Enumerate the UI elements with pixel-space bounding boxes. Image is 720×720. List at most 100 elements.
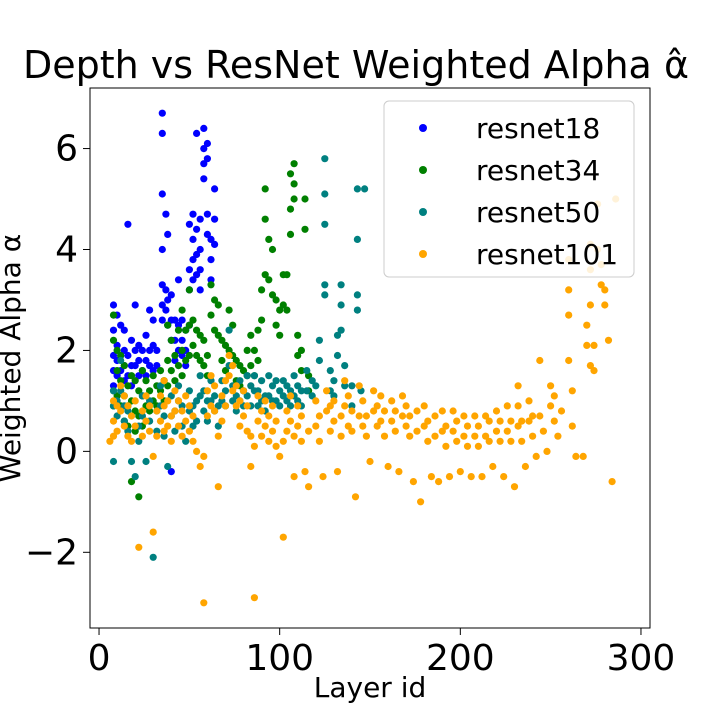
resnet34-point — [243, 346, 251, 354]
resnet101-point — [326, 402, 334, 410]
resnet101-point — [193, 447, 201, 455]
resnet101-point — [156, 417, 165, 425]
resnet34-point — [182, 356, 190, 365]
resnet34-point — [239, 367, 248, 375]
resnet101-point — [572, 452, 580, 460]
resnet101-point — [229, 387, 237, 395]
resnet18-point — [178, 351, 186, 360]
resnet18-point — [189, 210, 197, 218]
resnet34-point — [146, 387, 154, 395]
resnet18-point — [124, 351, 132, 360]
resnet34-point — [135, 493, 143, 501]
resnet101-point — [373, 402, 381, 410]
resnet50-point — [272, 397, 280, 405]
resnet101-point — [117, 382, 125, 390]
resnet50-point — [279, 377, 287, 385]
resnet18-point — [109, 301, 118, 309]
resnet101-point — [174, 397, 183, 405]
resnet101-point — [341, 377, 349, 385]
resnet50-point — [348, 402, 356, 410]
resnet34-point — [113, 392, 121, 400]
resnet101-point — [135, 543, 143, 551]
resnet34-point — [164, 356, 172, 365]
resnet34-point — [265, 276, 273, 284]
resnet101-point — [463, 442, 472, 450]
resnet50-point — [321, 220, 329, 228]
resnet50-point — [333, 331, 342, 339]
resnet101-point — [232, 382, 240, 390]
resnet18-point — [193, 250, 201, 259]
resnet101-point — [207, 372, 215, 380]
resnet101-point — [146, 427, 154, 435]
resnet18-point — [203, 155, 211, 163]
resnet18-point — [117, 321, 125, 329]
resnet50-point — [193, 397, 201, 405]
resnet101-point — [547, 402, 555, 410]
resnet101-point — [160, 377, 168, 385]
resnet101-point — [406, 432, 414, 440]
resnet101-point — [189, 437, 197, 445]
resnet34-point — [146, 407, 154, 415]
resnet34-point — [301, 225, 309, 233]
resnet101-point — [268, 427, 277, 435]
resnet18-point — [178, 316, 186, 324]
resnet18-point — [158, 190, 166, 198]
resnet34-point — [189, 341, 197, 349]
resnet50-point — [146, 397, 154, 405]
resnet50-point — [247, 382, 255, 390]
resnet101-point — [424, 417, 432, 425]
resnet101-point — [250, 442, 258, 450]
resnet101-point — [438, 407, 446, 415]
resnet101-point — [445, 473, 454, 481]
resnet101-point — [413, 407, 421, 415]
chart-title-symbol: α̂ — [664, 43, 689, 87]
resnet101-point — [565, 311, 573, 319]
resnet34-point — [113, 367, 121, 375]
resnet50-point — [321, 155, 329, 163]
legend-label-resnet101: resnet101 — [476, 238, 618, 271]
resnet50-point — [142, 457, 150, 466]
resnet18-point — [158, 129, 166, 137]
resnet34-point — [120, 362, 128, 370]
resnet18-point — [131, 301, 139, 309]
resnet101-point — [236, 397, 244, 405]
resnet50-point — [290, 372, 298, 380]
resnet34-point — [261, 271, 269, 279]
resnet18-point — [203, 230, 211, 238]
resnet101-point — [601, 286, 609, 294]
resnet34-point — [229, 321, 237, 329]
resnet101-point — [478, 473, 486, 481]
resnet101-point — [113, 402, 121, 410]
resnet34-point — [261, 185, 269, 193]
resnet101-point — [225, 372, 233, 380]
resnet34-point — [109, 311, 118, 319]
resnet34-point — [207, 311, 215, 319]
resnet101-point — [460, 412, 468, 420]
resnet50-point — [321, 190, 329, 198]
resnet50-point — [341, 362, 349, 370]
resnet34-point — [178, 346, 186, 354]
resnet18-point — [211, 215, 219, 223]
resnet34-point — [218, 336, 226, 344]
resnet101-point — [156, 392, 165, 400]
resnet101-point — [124, 432, 132, 440]
resnet101-point — [279, 533, 287, 541]
resnet18-point — [109, 351, 118, 360]
resnet101-point — [492, 407, 501, 415]
resnet101-point — [167, 437, 175, 445]
resnet50-point — [185, 407, 193, 415]
resnet101-point — [351, 493, 360, 501]
resnet34-point — [174, 362, 183, 370]
resnet50-point — [160, 432, 168, 440]
resnet101-point — [406, 412, 414, 420]
resnet18-point — [189, 256, 197, 264]
resnet101-point — [312, 422, 320, 430]
resnet50-point — [353, 185, 361, 193]
resnet34-point — [189, 316, 197, 324]
resnet50-point — [225, 326, 233, 334]
resnet50-point — [127, 457, 136, 466]
resnet18-point — [207, 235, 215, 243]
resnet34-point — [185, 321, 193, 329]
resnet50-point — [321, 281, 329, 289]
resnet101-point — [127, 437, 136, 445]
